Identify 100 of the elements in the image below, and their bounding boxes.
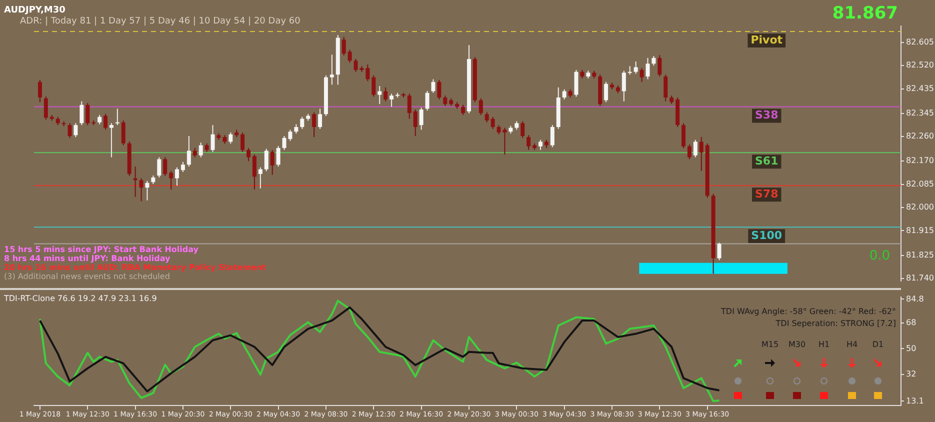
candlestick xyxy=(312,112,316,138)
y-tick-label: 81.915 xyxy=(906,226,934,235)
candlestick xyxy=(550,124,554,148)
candlestick xyxy=(604,81,608,103)
candlestick xyxy=(68,122,72,138)
y-tick-label: 50 xyxy=(906,344,916,353)
candlestick xyxy=(300,116,304,130)
candlestick xyxy=(246,148,251,162)
y-tick-label: 68 xyxy=(906,318,916,328)
candlestick xyxy=(192,148,197,158)
candlestick xyxy=(378,86,382,105)
candlestick xyxy=(699,136,704,172)
candlestick xyxy=(264,148,268,172)
ref-line-label: S38 xyxy=(755,108,778,122)
candlestick xyxy=(366,64,370,82)
candlestick xyxy=(407,93,412,120)
candlestick xyxy=(372,74,376,98)
candlestick xyxy=(484,112,489,123)
ref-line-label: S78 xyxy=(755,188,778,201)
annotation: H4 xyxy=(846,340,858,350)
candlestick xyxy=(180,161,185,173)
candlestick xyxy=(98,114,102,125)
ref-line-label: S61 xyxy=(755,154,778,168)
y-tick-label: 82.170 xyxy=(906,156,934,166)
candlestick xyxy=(419,107,424,130)
candlestick xyxy=(175,166,180,186)
annotation: TDI Seperation: STRONG [7.2] xyxy=(774,319,896,328)
ref-line-label: S100 xyxy=(751,229,782,242)
annotation: D1 xyxy=(872,340,884,350)
candlestick xyxy=(109,122,114,158)
annotation: (3) Additional news events not scheduled xyxy=(4,272,170,282)
candlestick xyxy=(115,108,120,126)
candlestick xyxy=(294,124,298,134)
candlestick xyxy=(145,180,150,201)
annotation: TDI-RT-Clone 76.6 19.2 47.9 23.1 16.9 xyxy=(3,294,157,304)
candlestick xyxy=(652,56,656,66)
candlestick xyxy=(461,104,466,116)
candlestick xyxy=(431,78,436,94)
candlestick xyxy=(520,120,525,138)
candlestick xyxy=(44,96,48,120)
candlestick xyxy=(664,74,668,102)
candlestick xyxy=(80,100,84,126)
candlestick xyxy=(342,36,346,56)
candlestick xyxy=(121,120,126,146)
annotation: H1 xyxy=(818,340,830,350)
candlestick xyxy=(490,116,495,130)
candlestick xyxy=(228,132,233,144)
candlestick xyxy=(258,166,262,189)
text: AUDJPY,M30 xyxy=(4,5,66,16)
candlestick xyxy=(104,113,108,130)
y-tick-label: 81.740 xyxy=(906,274,934,283)
annotation: 20 hrs 16 mins until AUD: RBA Monetary Policy Statement xyxy=(4,263,266,272)
annotation: ADR: | Today 81 | 1 Day 57 | 5 Day 46 | 10 Day 54 | 20 Day 60 xyxy=(20,16,301,26)
annotation: 15 hrs 5 mins since JPY: Start Bank Holiday xyxy=(4,245,200,254)
candlestick xyxy=(348,49,352,64)
candlestick xyxy=(318,108,322,130)
candlestick xyxy=(478,98,483,116)
candlestick xyxy=(574,69,578,98)
candlestick xyxy=(687,144,692,160)
candlestick xyxy=(240,132,245,152)
candlestick xyxy=(74,122,78,138)
candlestick xyxy=(157,156,162,178)
candlestick xyxy=(38,80,42,103)
annotation: TDI WAvg Angle: -58° Green: -42° Red: -62° xyxy=(720,307,896,316)
candlestick xyxy=(717,242,722,261)
candlestick xyxy=(693,139,698,158)
y-tick-label: 82.000 xyxy=(906,202,934,212)
y-tick-label: 32 xyxy=(906,369,916,378)
candlestick xyxy=(682,122,686,149)
candlestick xyxy=(390,93,394,108)
candlestick xyxy=(169,170,174,190)
y-tick-label: 82.435 xyxy=(906,84,934,93)
candlestick xyxy=(658,54,662,77)
annotation: M15 xyxy=(761,340,779,350)
text: 81.867 xyxy=(832,3,898,24)
y-tick-label: 82.085 xyxy=(906,179,934,188)
annotation: 0.0 xyxy=(869,248,890,264)
candlestick xyxy=(163,156,168,176)
candlestick xyxy=(646,57,650,80)
candlestick xyxy=(526,134,531,150)
candlestick xyxy=(634,60,638,74)
candlestick xyxy=(437,80,442,100)
candlestick xyxy=(270,149,274,176)
candlestick xyxy=(384,86,388,102)
candlestick xyxy=(276,146,280,168)
candlestick xyxy=(86,102,90,126)
annotation: 8 hrs 44 mins until JPY: Bank Holiday xyxy=(4,254,172,264)
candlestick xyxy=(139,178,144,202)
candlestick xyxy=(562,88,566,100)
candlestick xyxy=(252,154,256,190)
candlestick xyxy=(210,124,215,152)
y-tick-label: 81.825 xyxy=(906,250,934,260)
candlestick xyxy=(186,135,191,168)
ref-line-label: Pivot xyxy=(750,33,783,46)
candlestick xyxy=(538,139,542,150)
candlestick xyxy=(622,70,626,102)
candlestick xyxy=(443,95,448,106)
y-tick-label: 82.260 xyxy=(906,132,934,141)
candlestick xyxy=(413,109,418,136)
y-tick-label: 82.520 xyxy=(906,60,934,70)
